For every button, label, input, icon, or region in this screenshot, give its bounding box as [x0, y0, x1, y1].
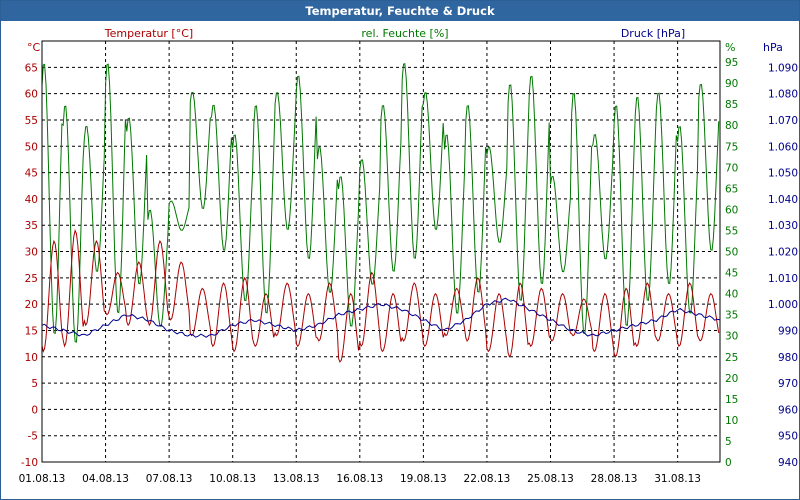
x-tick-label: 25.08.13 [527, 473, 574, 485]
temperature-tick-label: 50 [25, 141, 38, 153]
humidity-tick-label: 55 [725, 225, 738, 237]
pressure-tick-label: 1.000 [768, 299, 798, 311]
humidity-tick-label: 85 [725, 99, 738, 111]
temperature-tick-label: -5 [28, 431, 38, 443]
humidity-tick-label: 10 [725, 415, 738, 427]
temperature-axis-label: Temperatur [°C] [104, 27, 193, 40]
humidity-tick-label: 45 [725, 268, 738, 280]
pressure-tick-label: 1.020 [768, 247, 798, 259]
temperature-tick-label: 55 [25, 115, 38, 127]
temperature-tick-label: 10 [25, 352, 38, 364]
humidity-tick-label: 20 [725, 373, 738, 385]
humidity-tick-label: 75 [725, 141, 738, 153]
pressure-axis-label: Druck [hPa] [621, 27, 685, 40]
pressure-tick-label: 1.040 [768, 194, 798, 206]
pressure-tick-label: 960 [778, 404, 798, 416]
humidity-tick-label: 25 [725, 352, 738, 364]
humidity-tick-label: 95 [725, 57, 738, 69]
x-tick-label: 22.08.13 [464, 473, 511, 485]
humidity-tick-label: 80 [725, 120, 738, 132]
x-tick-label: 13.08.13 [273, 473, 320, 485]
temperature-series-line [41, 229, 720, 363]
humidity-tick-label: 60 [725, 204, 738, 216]
humidity-tick-label: 70 [725, 162, 738, 174]
temperature-tick-label: 0 [31, 404, 38, 416]
humidity-axis-label: rel. Feuchte [%] [361, 27, 448, 40]
pressure-tick-label: 1.030 [768, 220, 798, 232]
temperature-tick-label: 25 [25, 273, 38, 285]
pressure-tick-label: 1.010 [768, 273, 798, 285]
humidity-tick-label: 50 [725, 247, 738, 259]
temperature-tick-label: 60 [25, 89, 38, 101]
humidity-tick-label: 15 [725, 394, 738, 406]
humidity-tick-label: 65 [725, 183, 738, 195]
plot-frame [41, 40, 721, 463]
humidity-tick-label: 5 [725, 436, 732, 448]
temperature-tick-label: 20 [25, 299, 38, 311]
x-tick-label: 04.08.13 [82, 473, 129, 485]
pressure-tick-label: 990 [778, 325, 798, 337]
humidity-tick-label: 90 [725, 78, 738, 90]
pressure-tick-label: 1.070 [768, 115, 798, 127]
x-tick-label: 07.08.13 [146, 473, 193, 485]
pressure-tick-label: 1.050 [768, 168, 798, 180]
temperature-unit: °C [27, 41, 41, 54]
temperature-tick-label: 45 [25, 168, 38, 180]
pressure-tick-label: 1.090 [768, 62, 798, 74]
pressure-tick-label: 950 [778, 431, 798, 443]
ticks-layer: -10 -5 0 5 10 15 20 25 30 35 40 45 50 55 60 65 0 5 10 15 20 2… [19, 57, 798, 485]
x-tick-label: 28.08.13 [591, 473, 638, 485]
x-tick-label: 31.08.13 [654, 473, 701, 485]
pressure-tick-label: 1.060 [768, 141, 798, 153]
humidity-tick-label: 0 [725, 457, 732, 469]
temperature-tick-label: 15 [25, 325, 38, 337]
temperature-tick-label: 35 [25, 220, 38, 232]
window-title: Temperatur, Feuchte & Druck [1, 1, 799, 21]
temperature-tick-label: 5 [31, 378, 38, 390]
pressure-tick-label: 970 [778, 378, 798, 390]
temperature-tick-label: 40 [25, 194, 38, 206]
humidity-series-line [41, 62, 720, 343]
temperature-tick-label: -10 [21, 457, 38, 469]
x-tick-label: 16.08.13 [336, 473, 383, 485]
humidity-tick-label: 30 [725, 331, 738, 343]
humidity-tick-label: 35 [725, 310, 738, 322]
series-layer [41, 62, 721, 363]
humidity-unit: % [725, 41, 735, 54]
pressure-series-line [41, 297, 721, 338]
temperature-tick-label: 65 [25, 62, 38, 74]
grid-layer [42, 41, 720, 462]
x-tick-label: 10.08.13 [209, 473, 256, 485]
pressure-tick-label: 940 [778, 457, 798, 469]
temperature-tick-label: 30 [25, 247, 38, 259]
pressure-tick-label: 980 [778, 352, 798, 364]
x-tick-label: 01.08.13 [19, 473, 66, 485]
pressure-unit: hPa [763, 41, 783, 54]
x-tick-label: 19.08.13 [400, 473, 447, 485]
pressure-tick-label: 1.080 [768, 89, 798, 101]
humidity-tick-label: 40 [725, 289, 738, 301]
